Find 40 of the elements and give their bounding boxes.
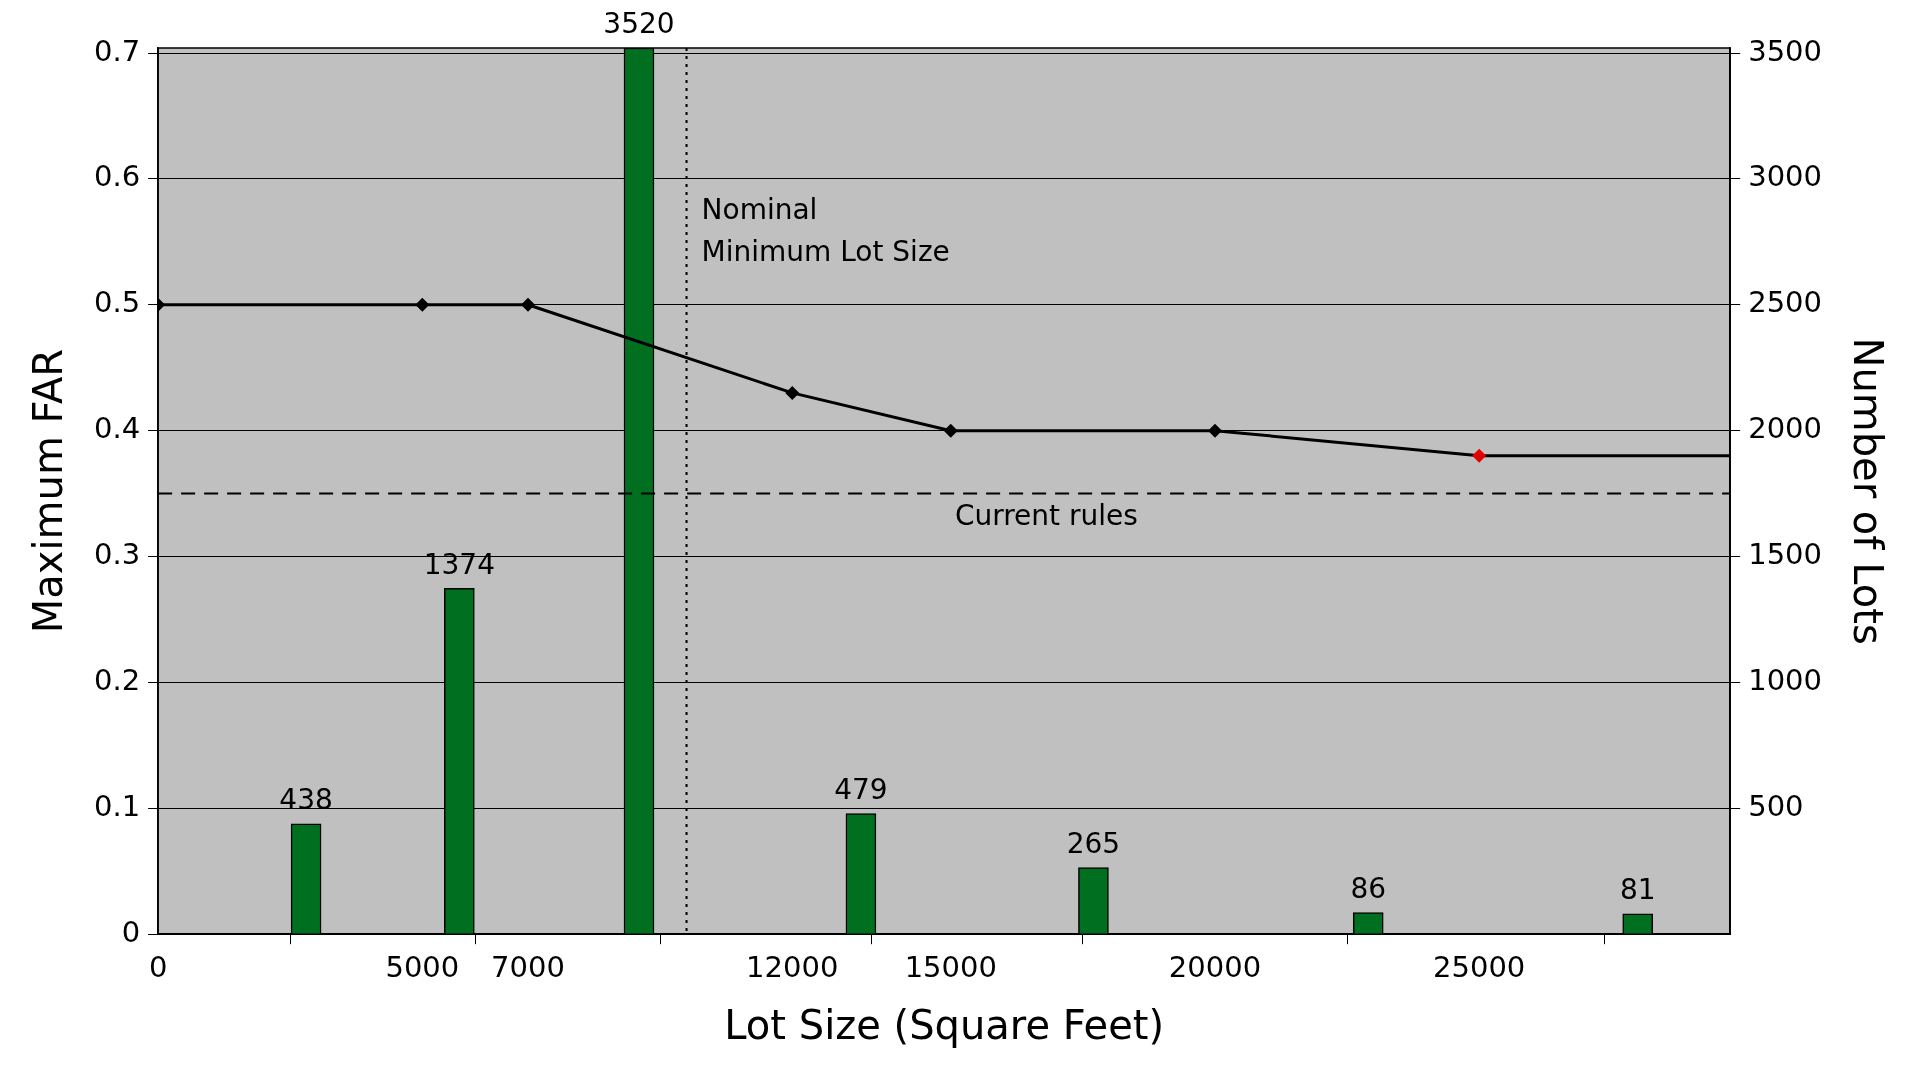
y-tick-label: 0.1 (93, 788, 141, 823)
y-tick-label: 0 (121, 914, 141, 949)
data-label: 3520 (603, 7, 675, 41)
y2-axis-title: Number of Lots (1844, 337, 1891, 645)
data-label: 86 (1350, 871, 1387, 905)
x-tick-label: 20000 (1168, 950, 1262, 985)
point (1472, 448, 1487, 463)
y-axis-title: Maximum FAR (25, 348, 72, 634)
point (943, 423, 958, 438)
y2-tick-label: 2000 (1748, 411, 1823, 446)
y-tick-label: 0.2 (93, 662, 141, 697)
y2-tick-label: 2500 (1748, 285, 1823, 320)
x-tick-label: 0 (148, 950, 168, 985)
y2-tick-label: 500 (1748, 788, 1804, 823)
ref-line-label: Current rules (954, 498, 1138, 532)
x-tick-label: 5000 (385, 950, 460, 985)
y-tick-label: 0.4 (93, 411, 141, 446)
data-label: 1374 (423, 547, 495, 581)
y2-tick-label: 1000 (1748, 662, 1823, 697)
y2-tick-label: 1500 (1748, 537, 1823, 572)
data-label: 438 (279, 783, 333, 817)
x-tick-label: 7000 (491, 950, 565, 985)
x-axis-title: Lot Size (Square Feet) (724, 1002, 1165, 1049)
y2-tick-label: 3000 (1748, 159, 1823, 194)
data-label: 479 (834, 772, 888, 806)
y-tick-label: 0.5 (93, 285, 141, 320)
x-tick-label: 25000 (1433, 950, 1526, 985)
y-tick-label: 0.3 (93, 537, 141, 572)
point (785, 385, 800, 400)
y2-tick-label: 3500 (1748, 33, 1823, 68)
x-tick-label: 15000 (904, 950, 997, 985)
y-tick-label: 0.7 (93, 33, 141, 68)
point (521, 297, 536, 312)
ref-line-label: Nominal Minimum Lot Size (701, 193, 950, 269)
y-tick-label: 0.6 (93, 159, 141, 194)
data-label: 81 (1619, 873, 1656, 907)
x-tick-label: 12000 (746, 950, 839, 985)
data-label: 265 (1066, 826, 1121, 860)
point (415, 297, 430, 312)
point (1207, 423, 1222, 438)
